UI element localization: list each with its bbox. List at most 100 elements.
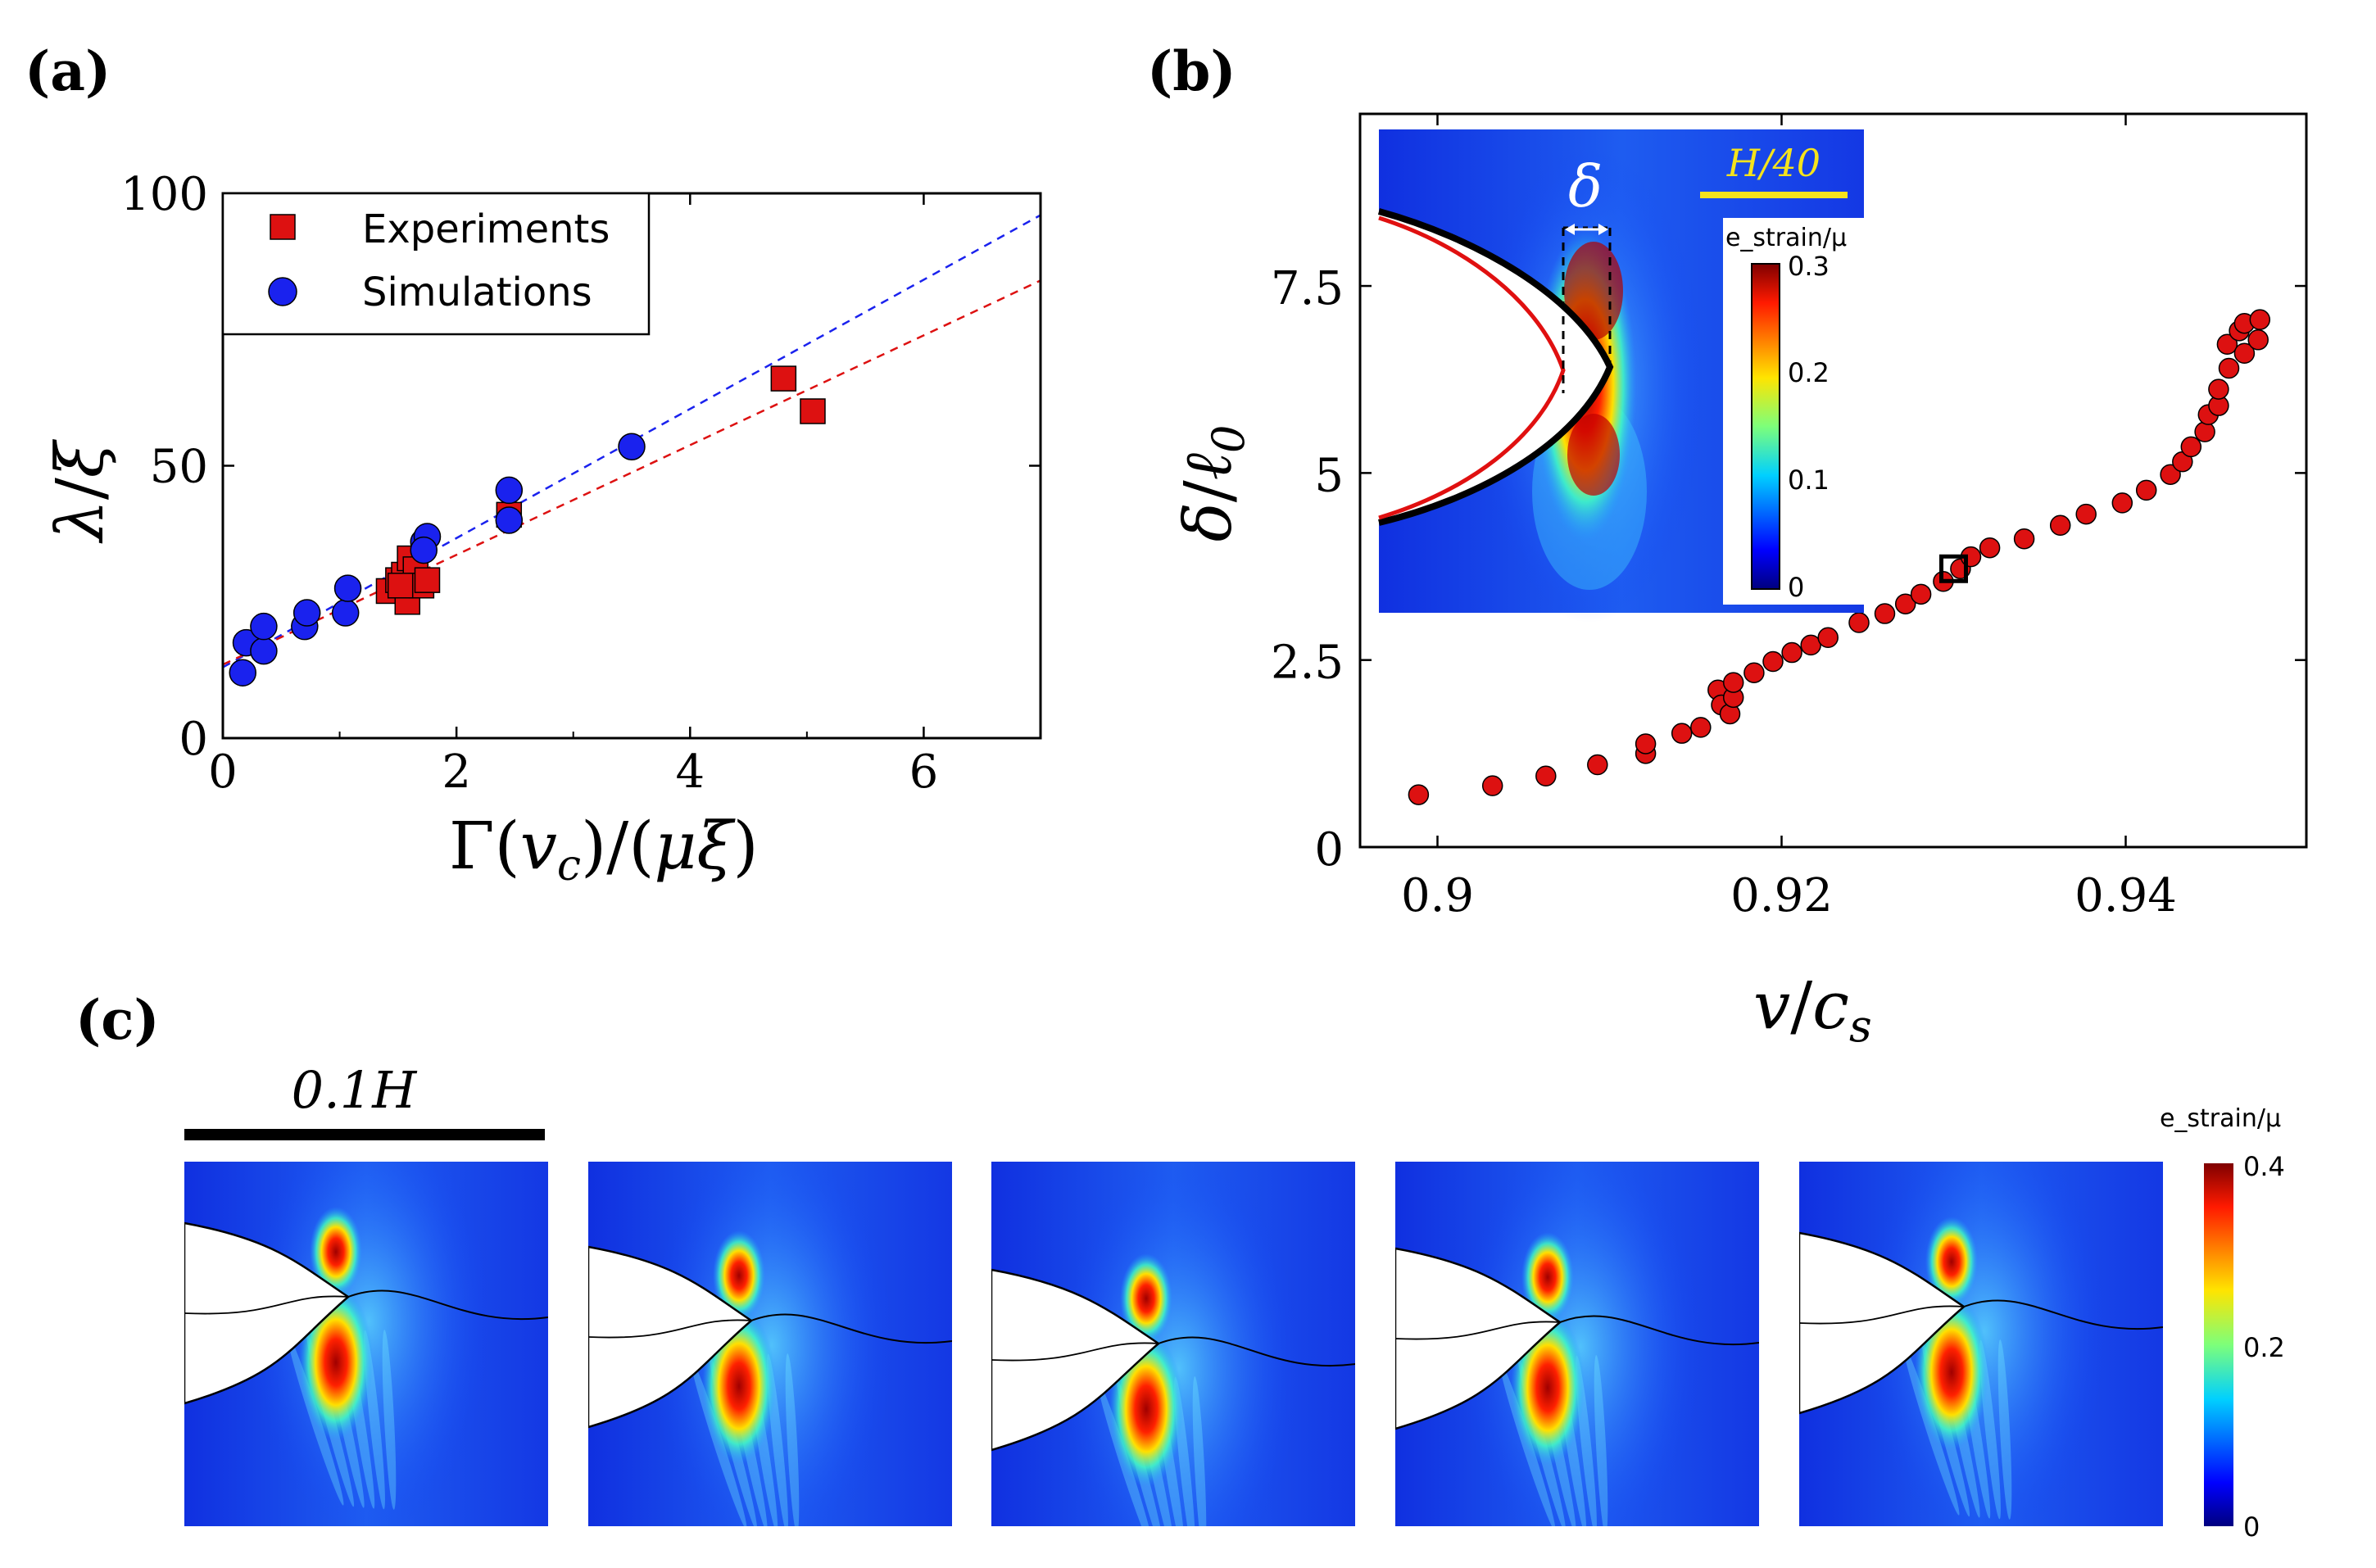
velocity-point-30 bbox=[2135, 479, 2157, 501]
velocity-point-15 bbox=[1781, 641, 1802, 664]
crack-path-2 bbox=[1158, 1336, 1355, 1367]
simulation-point-0 bbox=[229, 659, 256, 687]
inset-scale-label: H/40 bbox=[1726, 141, 1821, 185]
velocity-point-26 bbox=[2013, 528, 2035, 550]
x-tick-label-a-2: 4 bbox=[675, 745, 705, 799]
inset-colorbar bbox=[1751, 263, 1780, 590]
simulation-point-3 bbox=[250, 612, 278, 641]
crack-path-1 bbox=[750, 1313, 952, 1344]
inset-cb-tick-0.2: 0.2 bbox=[1788, 357, 1830, 388]
velocity-point-31 bbox=[2160, 464, 2181, 485]
velocity-point-7 bbox=[1690, 717, 1712, 738]
panel-label-c: (c) bbox=[75, 988, 160, 1052]
crack-path-0 bbox=[347, 1289, 548, 1321]
colorbar-c bbox=[2204, 1163, 2233, 1526]
colorbar-c-tick-0.2: 0.2 bbox=[2243, 1332, 2285, 1363]
velocity-point-43 bbox=[2247, 329, 2269, 351]
y-axis-label-a: λ/ξ bbox=[42, 438, 118, 544]
y-tick-label-b-1: 2.5 bbox=[1271, 637, 1344, 690]
strain-frame-4 bbox=[1799, 1162, 2163, 1526]
simulation-point-10 bbox=[410, 536, 438, 564]
velocity-point-13 bbox=[1743, 662, 1765, 683]
strain-frame-0 bbox=[184, 1162, 548, 1526]
velocity-point-28 bbox=[2075, 503, 2097, 525]
legend-experiments-label: Experiments bbox=[362, 206, 610, 252]
legend-simulations-marker bbox=[268, 277, 297, 306]
x-tick-label-a-1: 2 bbox=[442, 745, 471, 799]
panel-c: 0.1H e_strain/μ 0.4 0.2 0 bbox=[184, 1060, 2285, 1543]
inset-cb-tick-0.1: 0.1 bbox=[1788, 465, 1830, 496]
velocity-point-20 bbox=[1894, 593, 1916, 614]
inset-strain-map: δ H/40 e_strain/μ 0.3 0.2 0.1 0 bbox=[1377, 129, 1864, 623]
strain-frame-3 bbox=[1395, 1162, 1759, 1526]
colorbar-c-title: e_strain/μ bbox=[2160, 1104, 2281, 1133]
velocity-point-17 bbox=[1817, 627, 1839, 649]
scale-label-c: 0.1H bbox=[292, 1060, 419, 1120]
velocity-point-34 bbox=[2194, 421, 2215, 442]
velocity-point-27 bbox=[2049, 514, 2071, 537]
x-tick-label-b-1: 0.92 bbox=[1730, 869, 1833, 922]
velocity-point-0 bbox=[1408, 784, 1430, 805]
y-tick-label-a-1: 50 bbox=[150, 441, 208, 494]
chart-a: 0 2 4 6 0 50 100 Experiments Simulations Γ(vc)… bbox=[42, 168, 1042, 890]
simulation-point-11 bbox=[495, 476, 524, 505]
velocity-point-38 bbox=[2218, 357, 2240, 379]
simulation-point-7 bbox=[333, 574, 362, 602]
strain-frame-2 bbox=[991, 1162, 1355, 1526]
y-axis-label-b: δ/ℓ0 bbox=[1170, 425, 1254, 542]
y-tick-label-a-0: 0 bbox=[179, 713, 208, 766]
velocity-point-33 bbox=[2180, 436, 2202, 458]
simulation-point-12 bbox=[495, 506, 524, 534]
experiment-point-10 bbox=[770, 365, 797, 392]
crack-path-4 bbox=[1963, 1299, 2163, 1330]
highlighted-point-marker bbox=[1939, 554, 1968, 583]
velocity-point-44 bbox=[2249, 309, 2271, 330]
velocity-point-14 bbox=[1762, 650, 1784, 673]
simulation-point-5 bbox=[292, 599, 321, 627]
x-tick-label-b-2: 0.94 bbox=[2074, 869, 2177, 922]
y-tick-label-a-2: 100 bbox=[120, 168, 208, 221]
fit-line-1 bbox=[223, 279, 1041, 666]
inset-colorbar-panel bbox=[1723, 218, 1864, 605]
inset-parabola-fit bbox=[1378, 215, 1566, 520]
strain-frame-1 bbox=[588, 1162, 952, 1526]
legend-a: Experiments Simulations bbox=[221, 192, 651, 336]
velocity-point-29 bbox=[2111, 492, 2133, 514]
panel-label-a: (a) bbox=[25, 39, 111, 103]
inset-delta-label: δ bbox=[1568, 153, 1603, 220]
velocity-point-21 bbox=[1910, 583, 1932, 605]
velocity-point-12 bbox=[1722, 672, 1744, 693]
y-tick-label-b-3: 7.5 bbox=[1271, 262, 1344, 315]
simulation-point-13 bbox=[618, 433, 646, 460]
experiment-point-7 bbox=[414, 567, 441, 593]
velocity-point-3 bbox=[1587, 754, 1608, 776]
velocity-point-19 bbox=[1874, 603, 1896, 624]
crack-path-3 bbox=[1559, 1315, 1759, 1346]
simulation-point-6 bbox=[331, 599, 360, 627]
legend-simulations-label: Simulations bbox=[362, 270, 592, 315]
inset-cb-tick-0.3: 0.3 bbox=[1788, 251, 1830, 282]
panel-label-b: (b) bbox=[1147, 39, 1236, 103]
x-tick-label-b-0: 0.9 bbox=[1401, 869, 1474, 922]
experiment-point-8 bbox=[387, 573, 414, 599]
inset-cb-tick-0: 0 bbox=[1788, 572, 1804, 603]
velocity-point-6 bbox=[1671, 723, 1693, 744]
x-axis-label-a: Γ(vc)/(μξ) bbox=[449, 808, 759, 890]
chart-b-frame bbox=[1358, 112, 2308, 849]
x-tick-label-a-3: 6 bbox=[909, 745, 939, 799]
x-tick-label-a-0: 0 bbox=[208, 745, 238, 799]
velocity-point-5 bbox=[1635, 733, 1657, 755]
simulation-point-2 bbox=[250, 637, 278, 665]
y-tick-label-b-2: 5 bbox=[1314, 449, 1344, 502]
chart-b: 0.9 0.92 0.94 0 2.5 5 7.5 v/cs δ/ℓ0 δ H/40 bbox=[1170, 112, 2308, 1052]
inset-colorbar-title: e_strain/μ bbox=[1725, 224, 1847, 252]
velocity-point-25 bbox=[1979, 537, 2001, 559]
velocity-point-39 bbox=[2216, 333, 2238, 356]
velocity-point-2 bbox=[1535, 765, 1557, 786]
legend-experiments-marker bbox=[270, 214, 296, 240]
x-axis-label-b: v/cs bbox=[1753, 968, 1872, 1052]
y-tick-label-b-0: 0 bbox=[1314, 823, 1344, 877]
experiment-point-11 bbox=[800, 398, 826, 424]
velocity-point-16 bbox=[1800, 634, 1821, 656]
